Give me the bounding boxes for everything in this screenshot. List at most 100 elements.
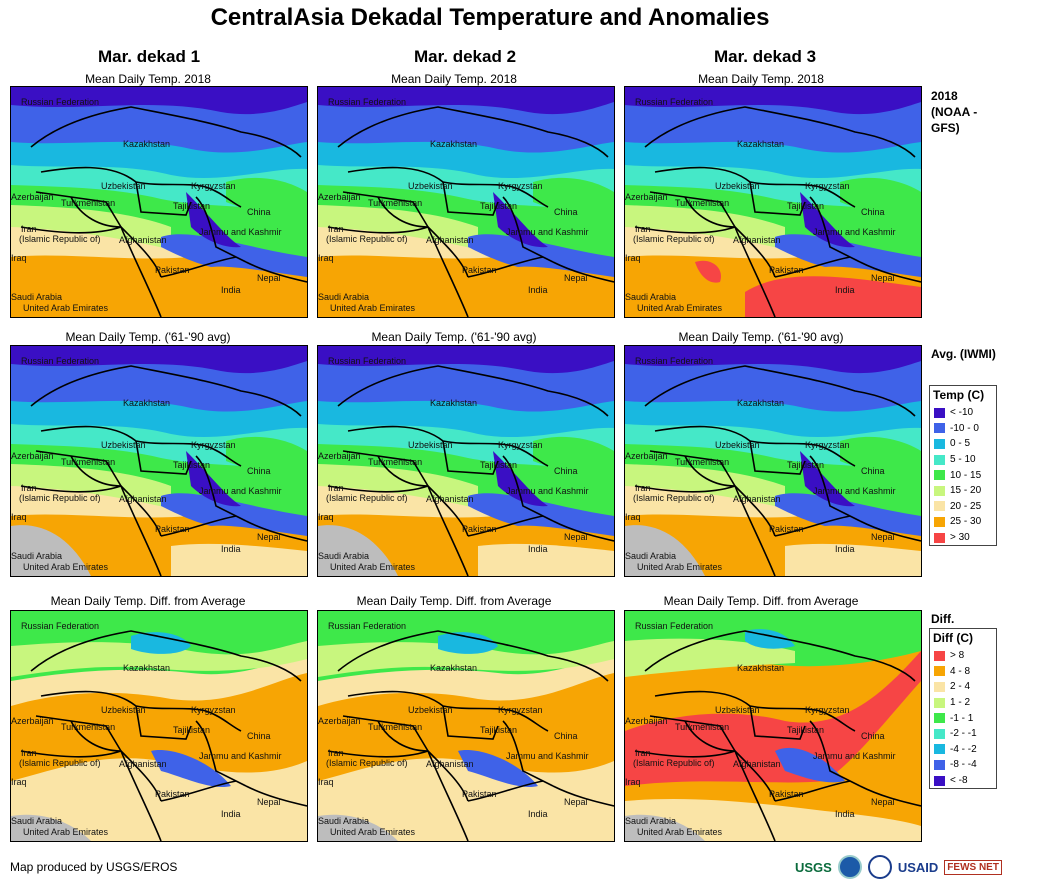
country-border	[195, 455, 247, 522]
country-border	[377, 455, 429, 487]
map-label-uzbekistan: Uzbekistan	[715, 440, 760, 450]
map-panel-r2-c1: Russian Federation Kazakhstan Uzbekistan Ky…	[10, 345, 308, 577]
legend-label: > 8	[950, 650, 965, 662]
legend-swatch	[934, 650, 945, 661]
map-label-india: India	[835, 809, 855, 819]
legend-swatch	[934, 454, 945, 465]
map-label-kyrgyzstan: Kyrgyzstan	[805, 440, 850, 450]
legend-swatch	[934, 485, 945, 496]
noaa-logo	[837, 855, 862, 879]
country-border	[245, 520, 307, 542]
map-label-iran2: (Islamic Republic of)	[19, 493, 101, 503]
country-border	[35, 715, 122, 752]
country-border	[819, 445, 856, 467]
map-label-afghanistan: Afghanistan	[733, 235, 781, 245]
temperature-band	[131, 632, 191, 654]
map-label-kazakhstan: Kazakhstan	[737, 663, 785, 673]
map-label-azerbaijan: Azerbaijan	[11, 192, 54, 202]
country-border	[774, 515, 851, 537]
country-border	[512, 186, 549, 208]
map-label-china: China	[247, 731, 271, 741]
legend-item: < -10	[930, 405, 996, 421]
legend-label: 15 - 20	[950, 485, 982, 497]
country-border	[120, 226, 162, 317]
map-label-azerbaijan: Azerbaijan	[318, 716, 361, 726]
temperature-band	[625, 814, 705, 841]
map-label-iraq: Iraq	[625, 512, 641, 522]
legend-label: 20 - 25	[950, 500, 982, 512]
map-label-saudi: Saudi Arabia	[11, 816, 63, 826]
country-border	[342, 450, 429, 487]
map-label-azerbaijan: Azerbaijan	[318, 192, 361, 202]
map-label-iran2: (Islamic Republic of)	[633, 493, 715, 503]
map-label-jammu: Jammu and Kashmir	[506, 751, 589, 761]
temperature-band	[493, 192, 548, 248]
map-label-uzbekistan: Uzbekistan	[715, 705, 760, 715]
temperature-band	[171, 543, 307, 576]
country-border	[245, 261, 307, 283]
map-panel-r2-c3: Russian Federation Kazakhstan Uzbekistan Ky…	[624, 345, 922, 577]
country-border	[502, 720, 554, 787]
map-label-azerbaijan: Azerbaijan	[625, 451, 668, 461]
map-label-uzbekistan: Uzbekistan	[408, 181, 453, 191]
map-label-jammu: Jammu and Kashmir	[199, 227, 282, 237]
map-label-kyrgyzstan: Kyrgyzstan	[191, 705, 236, 715]
legend-item: < -8	[930, 773, 996, 789]
country-border	[70, 455, 122, 487]
legend-label: < -8	[950, 775, 968, 787]
country-border	[859, 261, 921, 283]
map-label-afghanistan: Afghanistan	[733, 759, 781, 769]
country-border	[502, 196, 554, 263]
country-border	[342, 191, 429, 228]
legend-swatch	[934, 775, 945, 786]
country-border	[552, 261, 614, 283]
country-border	[649, 191, 736, 228]
country-border	[809, 455, 861, 522]
diff-legend-title: Diff (C)	[933, 631, 973, 645]
country-border	[205, 186, 242, 208]
map-label-pakistan: Pakistan	[769, 265, 804, 275]
map-label-kyrgyzstan: Kyrgyzstan	[191, 181, 236, 191]
map-label-russia: Russian Federation	[21, 621, 100, 631]
map-label-kyrgyzstan: Kyrgyzstan	[498, 705, 543, 715]
map-label-jammu: Jammu and Kashmir	[813, 751, 896, 761]
map-subtitle: Mean Daily Temp. ('61-'90 avg)	[65, 330, 231, 344]
country-border	[512, 710, 549, 732]
map-label-russia: Russian Federation	[328, 97, 407, 107]
temperature-band	[318, 255, 614, 317]
country-border	[30, 365, 302, 417]
temperature-band	[11, 673, 307, 781]
map-label-kazakhstan: Kazakhstan	[430, 663, 478, 673]
map-label-uae: United Arab Emirates	[330, 303, 416, 313]
country-border	[859, 520, 921, 542]
map-label-saudi: Saudi Arabia	[625, 816, 677, 826]
map-label-kyrgyzstan: Kyrgyzstan	[805, 181, 850, 191]
country-border	[467, 515, 544, 537]
map-label-turkmenistan: Turkmenistan	[675, 457, 730, 467]
map-label-afghanistan: Afghanistan	[119, 235, 167, 245]
map-label-turkmenistan: Turkmenistan	[61, 722, 116, 732]
map-label-pakistan: Pakistan	[155, 789, 190, 799]
map-label-iran2: (Islamic Republic of)	[326, 493, 408, 503]
map-label-pakistan: Pakistan	[462, 524, 497, 534]
map-label-turkmenistan: Turkmenistan	[61, 198, 116, 208]
map-label-turkmenistan: Turkmenistan	[368, 198, 423, 208]
map-label-saudi: Saudi Arabia	[11, 551, 63, 561]
map-label-china: China	[861, 466, 885, 476]
map-label-iran1: Iran	[328, 224, 344, 234]
map-label-jammu: Jammu and Kashmir	[199, 486, 282, 496]
temperature-band	[625, 799, 921, 841]
map-label-india: India	[528, 809, 548, 819]
map-label-iran2: (Islamic Republic of)	[633, 758, 715, 768]
country-border	[347, 690, 514, 712]
temperature-band	[533, 177, 614, 214]
legend-label: -10 - 0	[950, 422, 979, 434]
map-label-pakistan: Pakistan	[462, 265, 497, 275]
map-panel-r1-c2: Russian Federation Kazakhstan Uzbekistan Ky…	[317, 86, 615, 318]
country-border	[749, 440, 806, 475]
map-label-afghanistan: Afghanistan	[119, 759, 167, 769]
country-border	[337, 365, 609, 417]
map-label-iran2: (Islamic Republic of)	[326, 234, 408, 244]
country-border	[552, 785, 614, 807]
map-label-russia: Russian Federation	[328, 356, 407, 366]
